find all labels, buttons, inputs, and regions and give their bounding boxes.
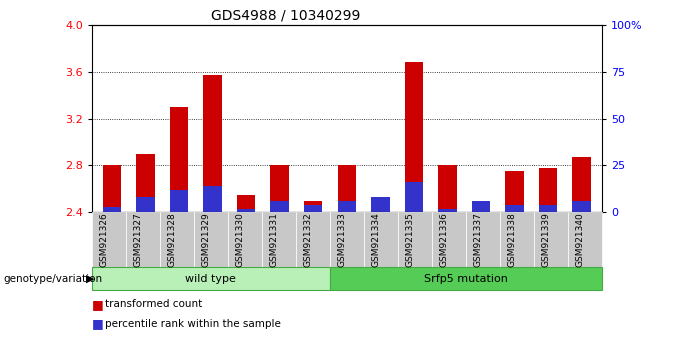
Text: GSM921331: GSM921331 xyxy=(270,212,279,267)
Text: ▶: ▶ xyxy=(86,274,95,284)
Text: GSM921335: GSM921335 xyxy=(406,212,415,267)
Bar xyxy=(371,198,390,212)
Text: GSM921326: GSM921326 xyxy=(100,212,109,267)
Bar xyxy=(271,201,289,212)
Bar xyxy=(405,182,423,212)
Text: percentile rank within the sample: percentile rank within the sample xyxy=(105,319,282,329)
Bar xyxy=(136,154,155,212)
Text: GSM921332: GSM921332 xyxy=(304,212,313,267)
Bar xyxy=(237,195,256,212)
Bar xyxy=(438,209,457,212)
Bar xyxy=(337,201,356,212)
Text: GSM921338: GSM921338 xyxy=(508,212,517,267)
Text: GSM921336: GSM921336 xyxy=(440,212,449,267)
Bar xyxy=(304,201,322,212)
Bar xyxy=(170,190,188,212)
Bar xyxy=(472,203,490,212)
Text: transformed count: transformed count xyxy=(105,299,203,309)
Bar xyxy=(103,166,121,212)
Bar xyxy=(438,166,457,212)
Bar xyxy=(539,168,558,212)
Bar xyxy=(271,166,289,212)
Text: ■: ■ xyxy=(92,298,103,311)
Text: GSM921333: GSM921333 xyxy=(338,212,347,267)
Text: GSM921328: GSM921328 xyxy=(168,212,177,267)
Text: ■: ■ xyxy=(92,318,103,330)
Text: GSM921327: GSM921327 xyxy=(134,212,143,267)
Bar xyxy=(505,171,524,212)
Text: GSM921334: GSM921334 xyxy=(372,212,381,267)
Bar xyxy=(505,205,524,212)
Bar xyxy=(472,201,490,212)
Bar xyxy=(405,62,423,212)
Bar xyxy=(371,204,390,212)
Bar xyxy=(304,205,322,212)
Bar xyxy=(573,201,591,212)
Bar xyxy=(337,166,356,212)
Text: GSM921337: GSM921337 xyxy=(474,212,483,267)
Bar xyxy=(203,186,222,212)
Bar xyxy=(103,207,121,212)
Text: GSM921339: GSM921339 xyxy=(542,212,551,267)
Text: genotype/variation: genotype/variation xyxy=(3,274,103,284)
Text: GSM921330: GSM921330 xyxy=(236,212,245,267)
Text: GSM921340: GSM921340 xyxy=(576,212,585,267)
Bar xyxy=(539,205,558,212)
Text: Srfp5 mutation: Srfp5 mutation xyxy=(424,274,508,284)
Bar xyxy=(237,209,256,212)
Text: GSM921329: GSM921329 xyxy=(202,212,211,267)
Text: wild type: wild type xyxy=(186,274,236,284)
Bar xyxy=(573,157,591,212)
Text: GDS4988 / 10340299: GDS4988 / 10340299 xyxy=(211,9,360,23)
Bar xyxy=(170,107,188,212)
Bar xyxy=(203,75,222,212)
Bar xyxy=(136,198,155,212)
